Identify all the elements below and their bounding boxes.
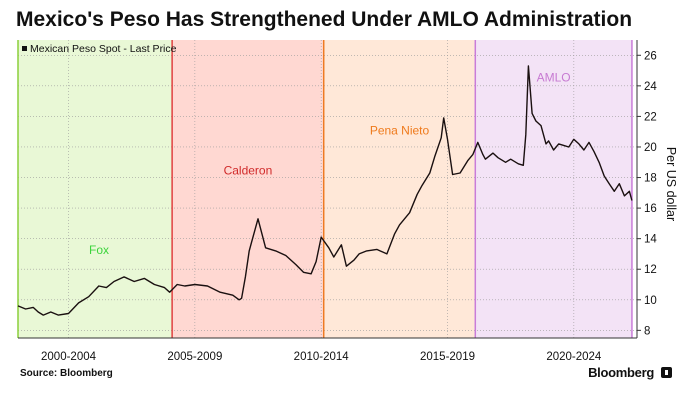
- admin-band-2: [323, 40, 476, 338]
- admin-label: AMLO: [537, 70, 571, 84]
- x-tick-label: 2020-2024: [546, 351, 602, 363]
- x-tick-label: 2010-2014: [294, 351, 350, 363]
- axes: [18, 40, 641, 339]
- y-tick-label: 24: [644, 81, 657, 93]
- y-axis-title: Per US dollar: [664, 147, 678, 221]
- y-tick-label: 18: [644, 173, 657, 185]
- y-tick-label: 26: [644, 50, 657, 62]
- y-tick-label: 10: [644, 295, 657, 307]
- x-tick-label: 2005-2009: [167, 351, 222, 363]
- admin-band-1: [172, 40, 324, 338]
- admin-band-3: [475, 40, 632, 338]
- bloomberg-mark-icon: [661, 367, 672, 378]
- admin-band-0: [18, 40, 173, 338]
- bloomberg-logo: Bloomberg: [588, 365, 654, 380]
- y-tick-label: 20: [644, 142, 657, 154]
- y-tick-label: 12: [644, 264, 657, 276]
- legend-marker: [22, 46, 27, 51]
- y-tick-label: 8: [644, 325, 650, 337]
- admin-label: Pena Nieto: [370, 124, 430, 138]
- y-tick-label: 16: [644, 203, 657, 215]
- y-tick-label: 22: [644, 111, 657, 123]
- administration-bands: [18, 40, 632, 338]
- admin-label: Calderon: [224, 163, 273, 177]
- series-lines: [17, 65, 633, 316]
- admin-label: Fox: [89, 243, 109, 257]
- y-tick-label: 14: [644, 234, 657, 246]
- administration-dividers: [17, 40, 633, 338]
- text-labels: 8 10 12 14 16 18 20 22 24 26 2000-2004 2005-2009 201…: [22, 43, 678, 363]
- source-note: Source: Bloomberg: [20, 368, 113, 379]
- series-line-0: [17, 65, 633, 316]
- chart-title: Mexico's Peso Has Strengthened Under AML…: [16, 8, 633, 31]
- x-tick-label: 2015-2019: [420, 351, 475, 363]
- gridlines: [18, 40, 637, 338]
- x-tick-label: 2000-2004: [41, 351, 97, 363]
- legend-label: Mexican Peso Spot - Last Price: [30, 43, 177, 55]
